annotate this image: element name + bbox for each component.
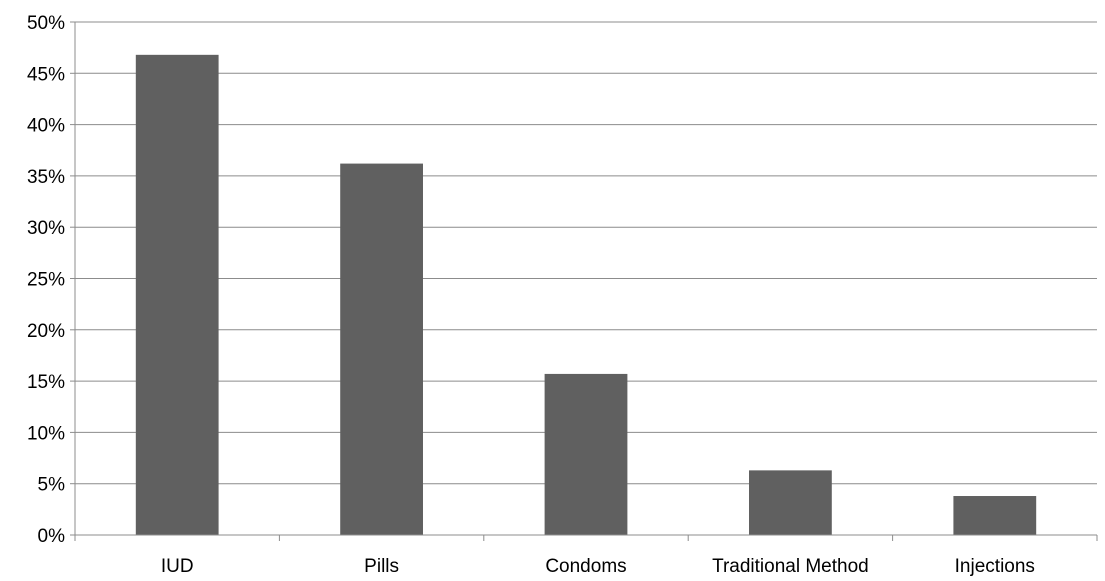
bar-iud: [135, 54, 219, 535]
y-tick-label-9: 45%: [27, 64, 65, 85]
x-tick-label-traditional-method: Traditional Method: [712, 556, 869, 577]
y-tick-label-10: 50%: [27, 13, 65, 34]
gridlines: [75, 21, 1097, 485]
y-tick-label-8: 40%: [27, 116, 65, 137]
y-tick-label-6: 30%: [27, 218, 65, 239]
bar-injections: [953, 496, 1037, 535]
x-tick-label-injections: Injections: [955, 556, 1035, 577]
y-tick-label-4: 20%: [27, 321, 65, 342]
bar-condoms: [544, 373, 628, 535]
y-tick-label-1: 5%: [38, 475, 66, 496]
y-tick-label-2: 10%: [27, 423, 65, 444]
x-tick-label-pills: Pills: [364, 556, 399, 577]
y-tick-label-7: 35%: [27, 167, 65, 188]
tick-labels: 0% 5% 10% 15% 20% 25% 30% 35% 40% 45% 50% IUD Pills C…: [27, 13, 1035, 577]
y-tick-label-0: 0%: [38, 526, 66, 547]
x-tick-label-condoms: Condoms: [545, 556, 626, 577]
bar-pills: [340, 163, 423, 535]
bar-traditional-method: [749, 470, 832, 535]
bars: [135, 54, 1037, 535]
x-tick-label-iud: IUD: [161, 556, 194, 577]
y-tick-label-3: 15%: [27, 372, 65, 393]
y-tick-label-5: 25%: [27, 270, 65, 291]
axes: [70, 21, 1098, 541]
